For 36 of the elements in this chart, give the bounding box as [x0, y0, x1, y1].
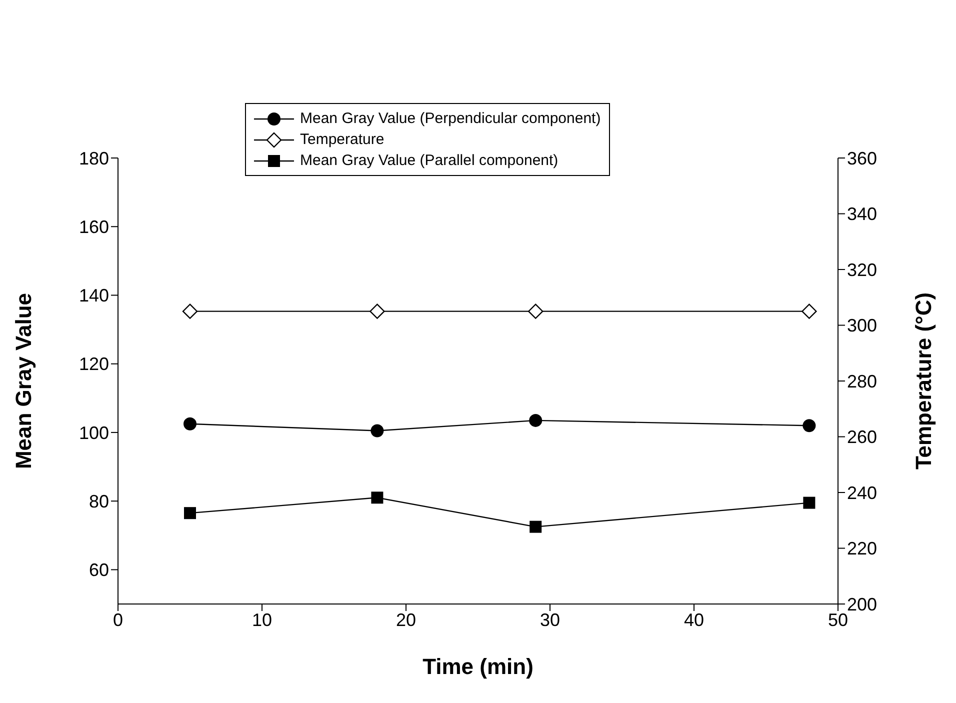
- x-tick-label: 20: [396, 610, 416, 630]
- y-tick-label: 60: [88, 560, 109, 580]
- x-tick-label: 50: [828, 610, 848, 630]
- x-tick-label: 30: [540, 610, 560, 630]
- x-axis-title: Time (min): [422, 654, 534, 679]
- y2-tick-label: 320: [847, 260, 878, 280]
- y-tick-label: 140: [78, 286, 109, 306]
- y2-tick-label: 340: [847, 204, 878, 224]
- y2-tick-label: 360: [847, 148, 878, 168]
- y-axis-title: Mean Gray Value: [10, 292, 36, 470]
- legend-label: Mean Gray Value (Parallel component): [300, 152, 558, 169]
- y-tick-label: 80: [88, 491, 109, 512]
- point: [529, 414, 542, 427]
- y-tick-label: 160: [78, 217, 109, 238]
- y-tick-label: 100: [78, 422, 109, 443]
- y2-tick-label: 240: [847, 482, 878, 503]
- point: [370, 424, 384, 438]
- y2-tick-label: 280: [847, 371, 878, 392]
- legend-label: Temperature: [300, 131, 384, 148]
- y2-tick-label: 300: [847, 316, 878, 336]
- point: [802, 419, 816, 432]
- point: [530, 520, 542, 533]
- y2-tick-label: 200: [847, 594, 878, 614]
- point: [803, 496, 816, 509]
- legend-label: Mean Gray Value (Perpendicular component): [300, 110, 601, 127]
- point: [371, 492, 384, 504]
- y2-axis-title: Temperature (°C): [910, 292, 936, 470]
- y-tick-label: 120: [78, 354, 109, 374]
- y2-tick-label: 260: [847, 427, 878, 448]
- y2-tick-label: 220: [847, 538, 878, 559]
- point: [184, 417, 196, 430]
- point: [184, 507, 196, 520]
- x-tick-label: 10: [252, 610, 272, 630]
- x-tick-label: 40: [684, 610, 704, 630]
- y-tick-label: 180: [78, 148, 109, 168]
- x-tick-label: 0: [112, 610, 124, 630]
